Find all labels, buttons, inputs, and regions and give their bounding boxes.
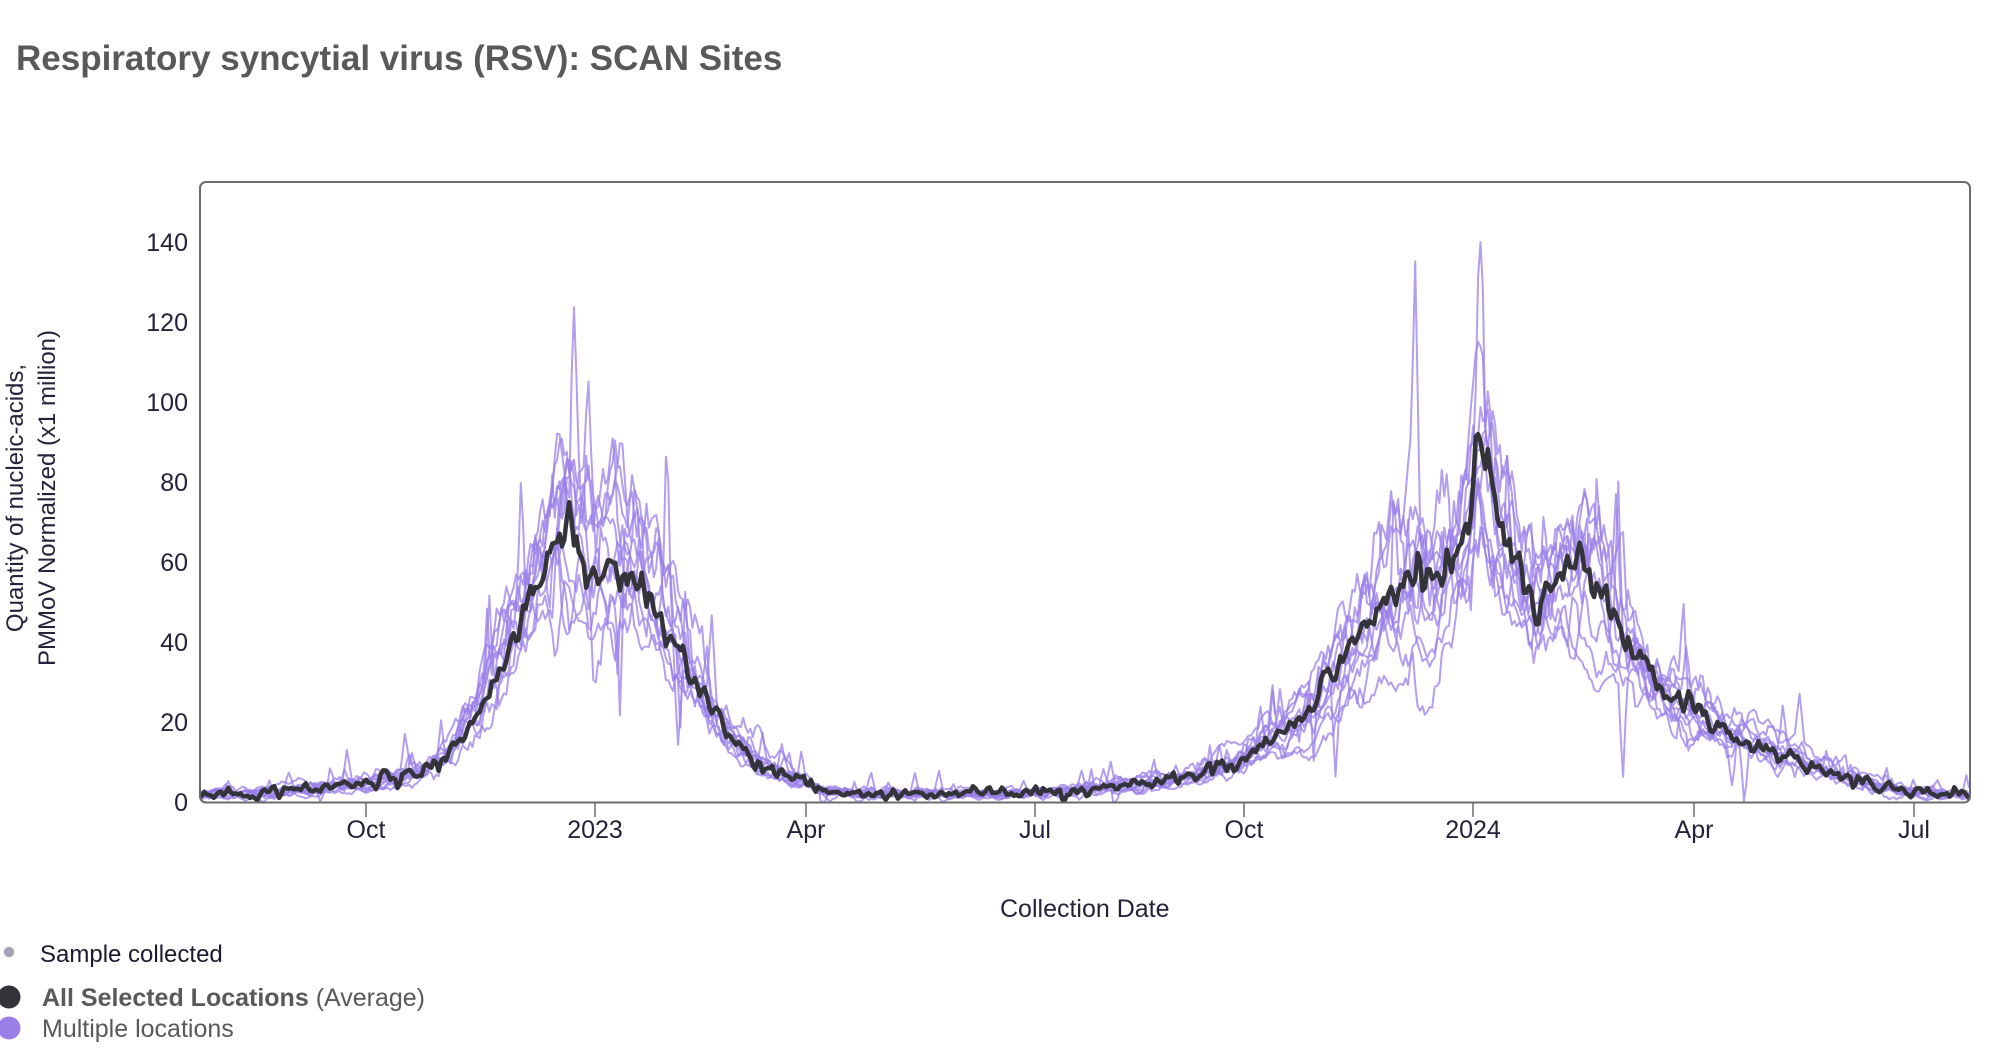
svg-text:Sample collected: Sample collected [40, 941, 223, 968]
svg-text:All Selected Locations (Averag: All Selected Locations (Average) [42, 984, 425, 1012]
svg-text:Multiple locations: Multiple locations [42, 1015, 234, 1043]
